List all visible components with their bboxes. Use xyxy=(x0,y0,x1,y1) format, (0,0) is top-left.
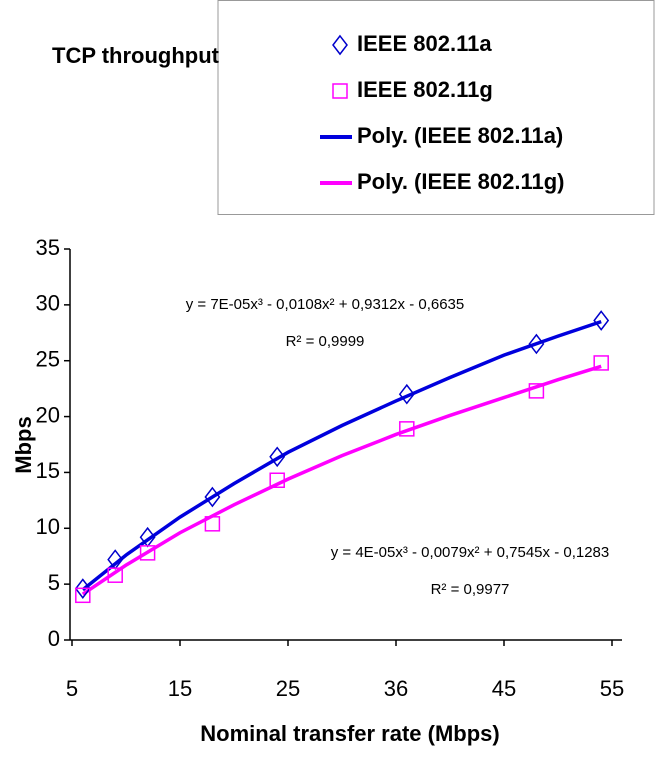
y-tick-label: 10 xyxy=(36,514,60,539)
y-tick-label: 25 xyxy=(36,347,60,372)
annotation: R² = 0,9999 xyxy=(286,333,365,350)
data-point xyxy=(74,578,91,599)
trend-line xyxy=(81,319,602,592)
data-point xyxy=(204,516,221,532)
legend-marker xyxy=(332,34,348,56)
data-point xyxy=(528,333,545,355)
data-point xyxy=(139,545,156,561)
x-tick-label: 45 xyxy=(492,676,516,701)
legend-label: IEEE 802.11g xyxy=(357,77,493,102)
annotation: y = 4E-05x³ - 0,0079x² + 0,7545x - 0,128… xyxy=(331,544,610,561)
x-axis-title: Nominal transfer rate (Mbps) xyxy=(200,721,500,746)
chart-title: TCP throughput xyxy=(52,43,220,68)
x-tick-label: 5 xyxy=(66,676,78,701)
annotation: R² = 0,9977 xyxy=(431,581,510,598)
x-tick-label: 36 xyxy=(384,676,408,701)
data-point xyxy=(75,587,91,604)
legend-label: IEEE 802.11a xyxy=(357,31,492,56)
x-tick-label: 25 xyxy=(276,676,300,701)
y-tick-label: 30 xyxy=(36,291,60,316)
legend-box xyxy=(217,0,655,215)
y-axis-title: Mbps xyxy=(11,416,36,473)
trend-line xyxy=(81,364,602,596)
x-tick-label: 55 xyxy=(600,676,624,701)
data-point xyxy=(593,355,609,371)
y-tick-label: 15 xyxy=(36,458,60,483)
data-point xyxy=(399,421,415,437)
legend-label: Poly. (IEEE 802.11g) xyxy=(357,169,564,194)
y-tick-label: 35 xyxy=(36,235,60,260)
annotation: y = 7E-05x³ - 0,0108x² + 0,9312x - 0,663… xyxy=(186,296,465,313)
data-point xyxy=(204,486,221,508)
y-tick-label: 20 xyxy=(36,402,60,427)
y-tick-label: 0 xyxy=(48,626,60,651)
y-tick-label: 5 xyxy=(48,570,60,595)
data-point xyxy=(593,310,610,331)
data-point xyxy=(107,567,123,583)
x-tick-label: 15 xyxy=(168,676,192,701)
legend-marker xyxy=(332,83,348,99)
data-point xyxy=(528,383,545,399)
data-point xyxy=(398,383,415,405)
data-point xyxy=(269,446,286,468)
legend-label: Poly. (IEEE 802.11a) xyxy=(357,123,563,148)
data-point xyxy=(269,472,285,488)
